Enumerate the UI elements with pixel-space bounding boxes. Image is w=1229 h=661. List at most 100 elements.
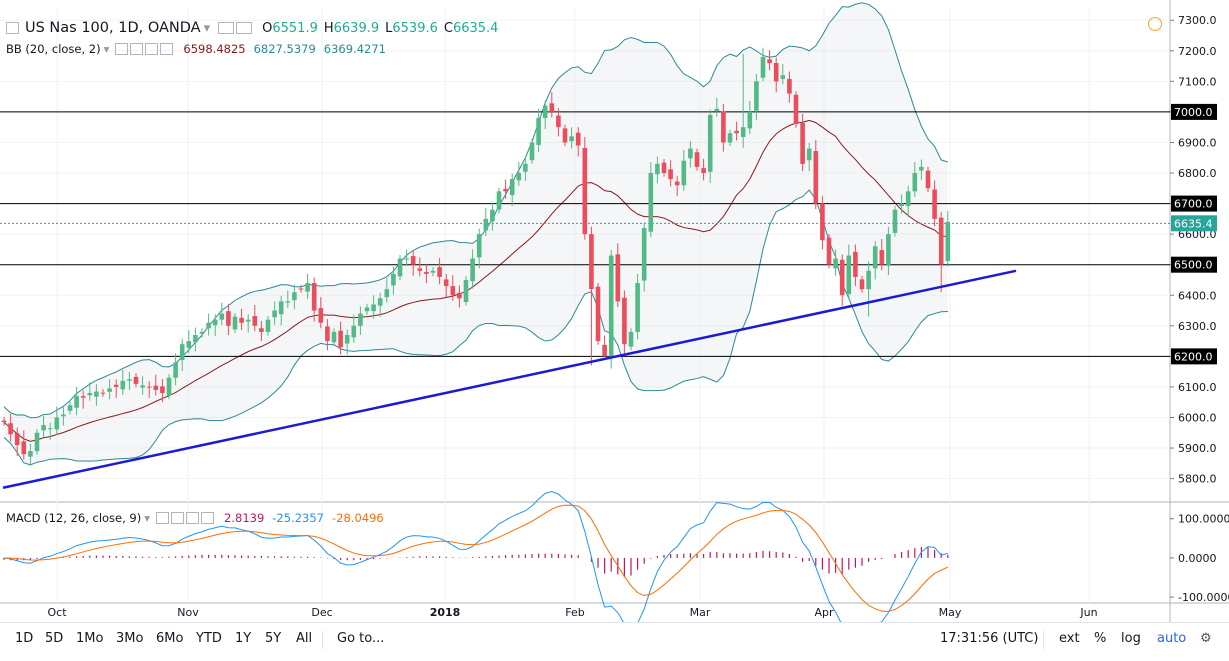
level-price-label: 6200.0 [1174, 350, 1213, 363]
candle-body [21, 441, 27, 455]
candle-body [417, 268, 423, 271]
candle-body [628, 331, 634, 347]
candle-body [166, 377, 172, 396]
range-6mo[interactable]: 6Mo [156, 631, 184, 646]
candle-body [556, 115, 561, 128]
range-ytd[interactable]: YTD [196, 631, 222, 646]
close-icon[interactable] [160, 43, 174, 55]
candle-body [331, 331, 337, 343]
range-5d[interactable]: 5D [45, 631, 64, 646]
level-price-label-bg [1171, 256, 1217, 273]
candle-body [747, 111, 753, 129]
range-1d[interactable]: 1D [15, 631, 34, 646]
candle-body [655, 163, 660, 175]
candle-body [133, 376, 139, 384]
candle-body [727, 133, 733, 143]
settings-icon[interactable] [171, 512, 185, 524]
candle-body [298, 288, 304, 290]
candle-body [384, 289, 390, 298]
candle-body [932, 189, 937, 219]
auto-toggle[interactable]: auto [1157, 631, 1187, 646]
candle-body [443, 279, 449, 287]
goto-button[interactable]: Go to... [337, 631, 385, 646]
bb-lower-value: 6369.4271 [323, 42, 386, 56]
candle-body [1, 420, 7, 423]
candle-body [146, 386, 152, 388]
candle-body [483, 218, 489, 231]
candle-body [430, 270, 436, 273]
range-1y[interactable]: 1Y [235, 631, 252, 646]
range-all[interactable]: All [296, 631, 313, 646]
collapse-icon[interactable] [6, 22, 19, 34]
candle-body [701, 168, 706, 174]
candle-body [47, 428, 53, 430]
candle-body [707, 114, 713, 172]
candle-body [292, 292, 297, 301]
log-toggle[interactable]: log [1121, 631, 1141, 646]
candle-body [424, 272, 429, 274]
candle-body [206, 322, 211, 329]
level-price-label-bg [1171, 195, 1217, 212]
close-icon[interactable] [201, 512, 215, 524]
macd-y-tick-label: 100.0000 [1178, 513, 1229, 526]
candle-body [160, 386, 165, 394]
symbol-legend: US Nas 100, 1D, OANDA ▾ O 6551.9 H 6639.… [6, 20, 498, 36]
x-tick-label: May [939, 606, 962, 619]
level-price-label: 7000.0 [1174, 106, 1213, 119]
percent-toggle[interactable]: % [1094, 631, 1107, 646]
candle-body [470, 258, 475, 282]
range-3mo[interactable]: 3Mo [116, 631, 144, 646]
candle-body [404, 258, 409, 260]
candle-body [318, 308, 324, 323]
candle-body [721, 111, 726, 143]
candle-body [688, 148, 693, 159]
bb-upper-value: 6827.5379 [253, 42, 316, 56]
candle-body [833, 258, 838, 269]
eye-icon[interactable] [218, 22, 235, 34]
candle-body [529, 142, 535, 161]
y-tick-label: 7200.0 [1178, 45, 1217, 58]
bottom-toolbar: 1D 5D 1Mo 3Mo 6Mo YTD 1Y 5Y All Go to...… [0, 622, 1229, 658]
candle-body [34, 432, 40, 452]
candle-body [575, 132, 581, 146]
candle-body [589, 234, 594, 290]
candle-body [100, 392, 106, 394]
candle-body [615, 254, 621, 302]
candle-body [945, 221, 951, 262]
candle-body [173, 362, 178, 378]
candle-body [773, 63, 779, 82]
y-tick-label: 5900.0 [1178, 442, 1217, 455]
settings-icon[interactable] [236, 22, 253, 34]
candle-body [681, 160, 687, 186]
candle-body [899, 203, 904, 207]
source-icon[interactable] [186, 512, 200, 524]
eye-icon[interactable] [156, 512, 170, 524]
range-5y[interactable]: 5Y [265, 631, 282, 646]
candle-body [74, 396, 79, 408]
macd-legend: MACD (12, 26, close, 9) ▾ 2.8139 -25.235… [6, 511, 384, 525]
range-1mo[interactable]: 1Mo [76, 631, 104, 646]
level-price-label-bg [1171, 348, 1217, 365]
macd-line-value: -25.2357 [272, 511, 324, 525]
candle-body [595, 286, 601, 342]
eye-icon[interactable] [115, 43, 129, 55]
candle-body [813, 151, 819, 204]
candle-body [523, 163, 528, 172]
settings-icon[interactable]: ⚙ [1200, 631, 1212, 646]
chevron-down-icon[interactable]: ▾ [203, 20, 211, 36]
candle-body [496, 191, 502, 210]
candle-body [622, 297, 627, 345]
candle-body [325, 326, 330, 342]
chevron-down-icon[interactable]: ▾ [144, 511, 151, 525]
candle-body [338, 330, 343, 348]
clock-icon[interactable] [1148, 17, 1162, 31]
settings-icon[interactable] [130, 43, 144, 55]
clock-time[interactable]: 17:31:56 (UTC) [940, 631, 1039, 646]
ext-toggle[interactable]: ext [1059, 631, 1080, 646]
source-icon[interactable] [145, 43, 159, 55]
chevron-down-icon[interactable]: ▾ [103, 42, 110, 56]
candle-body [351, 325, 357, 338]
candle-body [364, 307, 370, 312]
